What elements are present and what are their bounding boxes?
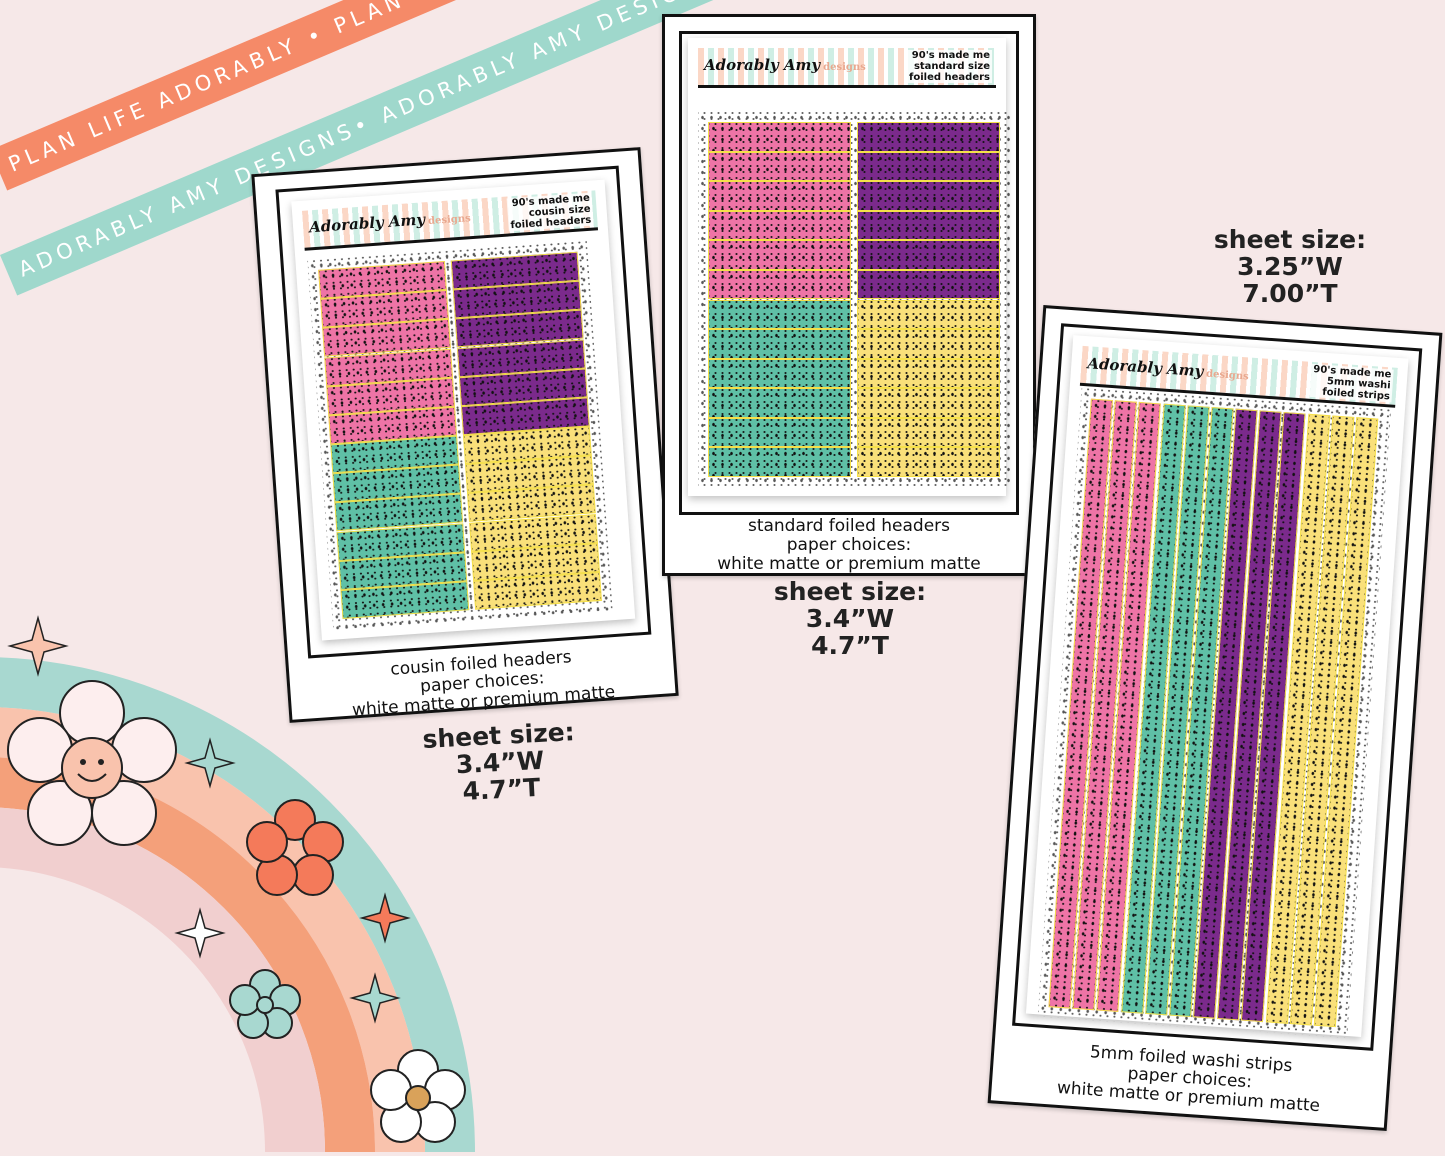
sticker-strip	[857, 417, 1000, 448]
product-card-cousin: Adorably Amy designs 90's made me cousin s…	[251, 147, 679, 723]
brand-logo: Adorably Amy designs	[704, 56, 866, 74]
product-card-washi: Adorably Amy designs 90's made me 5mm wash…	[987, 305, 1443, 1131]
sticker-strip	[857, 447, 1000, 477]
flower-icon	[246, 799, 344, 896]
brand-logo: Adorably Amy designs	[308, 210, 472, 237]
sparkle-icon	[7, 615, 411, 1024]
sticker-strip	[708, 210, 851, 241]
sticker-strip	[708, 417, 851, 448]
smiley-flower-icon	[7, 680, 177, 846]
product-caption: 5mm foiled washi strips paper choices: whi…	[1056, 1042, 1321, 1117]
sheet-size-cousin: sheet size: 3.4”W 4.7”T	[421, 717, 576, 806]
sticker-strip	[857, 181, 1000, 211]
brand-logo: Adorably Amy designs	[1086, 354, 1250, 383]
sticker-strip	[857, 358, 1000, 389]
sticker-strip	[857, 388, 1000, 418]
product-title: 90's made me standard size foiled headers	[907, 50, 992, 83]
sticker-strip	[708, 358, 851, 389]
sticker-strip	[708, 299, 851, 330]
sticker-strip	[857, 210, 1000, 241]
product-title: 90's made me cousin size foiled headers	[506, 192, 594, 232]
sheet-size-standard: sheet size: 3.4”W 4.7”T	[773, 577, 927, 660]
sticker-sheet: Adorably Amy designs 90's made me 5mm wash…	[1025, 335, 1409, 1038]
sticker-strip	[857, 151, 1000, 182]
sticker-strip	[708, 181, 851, 211]
sheet-size-washi: sheet size: 3.25”W 7.00”T	[1213, 225, 1367, 308]
flower-icon	[370, 1049, 466, 1143]
sticker-strip	[708, 388, 851, 418]
sticker-strip	[708, 151, 851, 182]
sticker-strip	[708, 122, 851, 152]
sticker-strip	[708, 447, 851, 477]
sticker-strip	[857, 122, 1000, 152]
product-caption: standard foiled headers paper choices: whi…	[717, 516, 981, 574]
sticker-strip	[708, 240, 851, 270]
product-card-standard: Adorably Amy designs 90's made me standard…	[662, 14, 1036, 576]
rainbow-icon	[0, 615, 475, 1153]
sticker-strip	[857, 240, 1000, 270]
sticker-sheet: Adorably Amy designs 90's made me cousin s…	[291, 179, 636, 641]
sticker-sheet: Adorably Amy designs 90's made me standard…	[688, 38, 1010, 496]
product-title: 90's made me 5mm washi foiled strips	[1309, 363, 1394, 403]
sticker-strip	[708, 269, 851, 300]
sheet-header: Adorably Amy designs 90's made me cousin s…	[301, 190, 599, 251]
sheet-header: Adorably Amy designs 90's made me standard…	[698, 48, 996, 88]
sticker-strip	[857, 299, 1000, 330]
sticker-strip	[857, 329, 1000, 359]
flower-icon	[229, 969, 301, 1039]
sticker-strip	[708, 329, 851, 359]
sticker-strip	[857, 269, 1000, 300]
